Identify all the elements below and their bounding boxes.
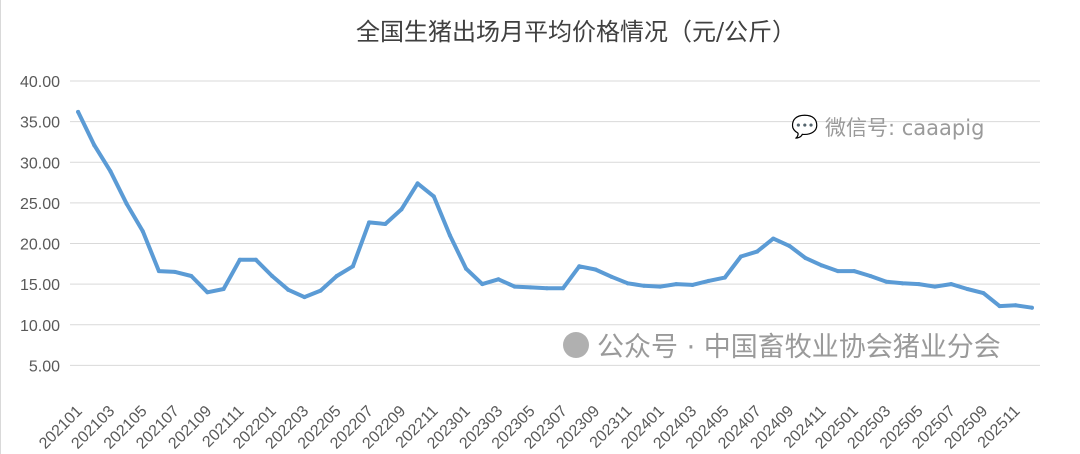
data-point-202408 (771, 236, 776, 241)
data-point-202201 (270, 274, 275, 278)
data-point-202505 (916, 282, 921, 287)
data-point-202410 (803, 256, 808, 261)
data-point-202206 (350, 264, 355, 269)
data-point-202103 (108, 169, 113, 174)
data-point-202406 (738, 254, 743, 259)
data-point-202102 (92, 143, 97, 148)
data-point-202401 (658, 284, 663, 289)
data-point-202511 (1013, 303, 1018, 308)
wechat-watermark: 💬 微信号: caaapig (791, 114, 984, 140)
data-point-202104 (124, 201, 129, 206)
data-point-202302 (480, 282, 485, 287)
data-point-202503 (884, 279, 889, 284)
data-point-202111 (237, 257, 242, 262)
data-point-202312 (641, 283, 646, 288)
data-point-202308 (577, 264, 582, 269)
data-point-202509 (981, 291, 986, 296)
y-tick-label: 25.00 (20, 196, 60, 213)
data-point-202106 (156, 269, 161, 274)
data-point-202407 (755, 249, 760, 254)
data-point-202303 (496, 277, 501, 282)
data-point-202405 (722, 275, 727, 280)
data-point-202402 (674, 282, 679, 287)
data-point-202112 (253, 257, 258, 262)
data-point-202211 (431, 194, 436, 199)
wechat-icon: 💬 (791, 114, 818, 140)
data-point-202203 (302, 295, 307, 300)
data-point-202507 (949, 282, 954, 287)
data-point-202301 (464, 266, 469, 271)
data-point-202307 (561, 286, 566, 291)
chart-title: 全国生猪出场月平均价格情况（元/公斤） (356, 18, 796, 46)
data-point-202409 (787, 243, 792, 248)
account-watermark: 公众号 · 中国畜牧业协会猪业分会 (563, 332, 1001, 363)
data-point-202210 (415, 181, 420, 186)
data-point-202306 (544, 286, 549, 291)
account-watermark-text: 公众号 · 中国畜牧业协会猪业分会 (597, 332, 1001, 363)
data-point-202510 (997, 304, 1002, 309)
data-point-202411 (819, 263, 824, 268)
y-tick-label: 35.00 (20, 115, 60, 132)
data-point-202508 (965, 287, 970, 291)
y-tick-label: 15.00 (20, 277, 60, 294)
data-point-202107 (173, 269, 178, 274)
data-point-202502 (868, 274, 873, 278)
data-point-202205 (334, 274, 339, 278)
data-point-202204 (318, 288, 323, 293)
data-point-202105 (140, 229, 145, 234)
data-point-202212 (447, 233, 452, 238)
data-point-202501 (852, 269, 857, 274)
data-point-202506 (932, 284, 937, 289)
y-tick-label: 5.00 (29, 358, 60, 375)
y-tick-label: 40.00 (20, 74, 60, 91)
data-point-202512 (1029, 305, 1034, 310)
data-point-202404 (706, 278, 711, 283)
y-tick-label: 10.00 (20, 318, 60, 335)
data-point-202108 (189, 274, 194, 278)
data-point-202202 (286, 287, 291, 292)
data-point-202311 (625, 281, 630, 286)
data-point-202310 (609, 274, 614, 279)
data-point-202305 (528, 285, 533, 290)
data-point-202101 (76, 109, 81, 114)
data-point-202412 (835, 269, 840, 274)
series-line (76, 109, 1034, 310)
data-point-202209 (399, 207, 404, 212)
data-point-202304 (512, 284, 517, 289)
data-point-202403 (690, 282, 695, 287)
data-point-202208 (383, 222, 388, 226)
data-point-202110 (221, 287, 226, 291)
data-point-202309 (593, 267, 598, 272)
data-point-202504 (900, 281, 905, 286)
y-tick-label: 20.00 (20, 237, 60, 254)
data-point-202109 (205, 290, 210, 295)
data-point-202207 (367, 220, 372, 225)
account-avatar-icon (563, 332, 589, 358)
y-tick-label: 30.00 (20, 155, 60, 172)
wechat-watermark-text: 微信号: caaapig (825, 116, 984, 140)
